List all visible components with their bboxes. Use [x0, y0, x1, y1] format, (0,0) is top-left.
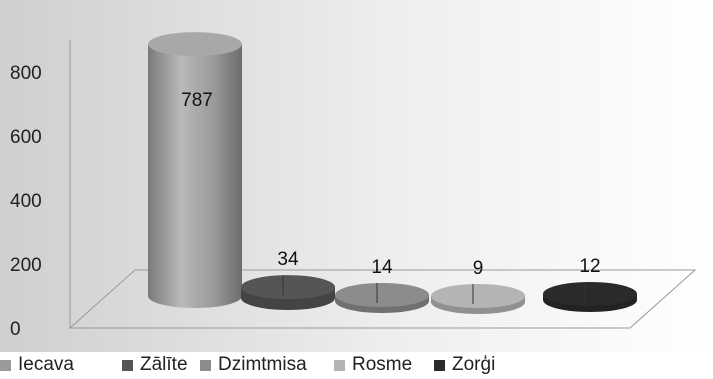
bar [148, 32, 242, 308]
data-label: 787 [181, 90, 213, 111]
legend-swatch [0, 359, 11, 371]
legend-swatch [122, 359, 133, 371]
bar [543, 282, 637, 312]
bar [431, 284, 525, 314]
legend-swatch [434, 359, 445, 371]
bar-body [148, 44, 242, 308]
legend-label: Zālīte [140, 354, 188, 375]
y-axis-ticks: 0 200 400 600 800 [10, 63, 42, 340]
data-label: 9 [473, 258, 484, 279]
data-label: 12 [579, 256, 600, 277]
legend-swatch [334, 359, 345, 371]
bar-top [148, 32, 242, 57]
y-tick-label: 800 [10, 63, 42, 84]
legend-label: Zorģi [452, 354, 496, 375]
bar [241, 275, 335, 310]
data-labels: 787 34 14 9 12 [181, 90, 600, 279]
bars [148, 32, 637, 314]
chart-floor [68, 269, 697, 329]
data-label: 34 [277, 249, 299, 270]
legend-item: Dzimtmisa [200, 354, 307, 376]
legend-item: Zālīte [122, 354, 188, 376]
legend-swatch [200, 359, 211, 371]
legend-label: Dzimtmisa [218, 354, 307, 375]
bar-top [543, 282, 637, 306]
legend-item: Rosme [334, 354, 412, 376]
data-label: 14 [371, 257, 393, 278]
bar-top [431, 284, 525, 308]
bar-top [241, 275, 335, 300]
y-tick-label: 400 [10, 191, 42, 212]
bar-top [335, 283, 429, 307]
y-tick-label: 0 [10, 319, 21, 340]
y-tick-label: 600 [10, 127, 42, 148]
legend-item: Iecava [0, 354, 74, 376]
legend-label: Rosme [352, 354, 413, 375]
bar [335, 283, 429, 313]
legend: Iecava Zālīte Dzimtmisa Rosme Zorģi [0, 352, 713, 379]
y-tick-label: 200 [10, 255, 42, 276]
legend-item: Zorģi [434, 354, 495, 376]
legend-label: Iecava [18, 354, 74, 375]
